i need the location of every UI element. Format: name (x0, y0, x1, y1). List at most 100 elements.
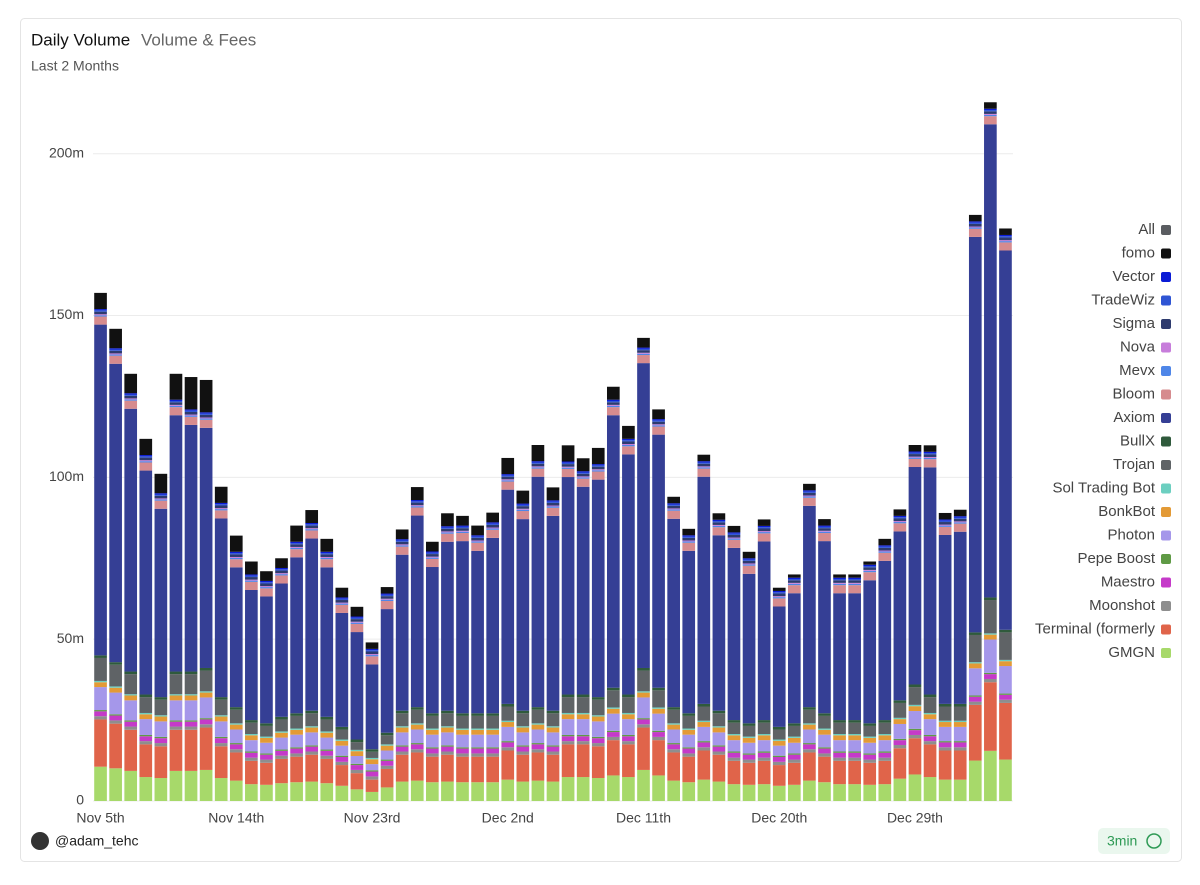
bar-segment (426, 729, 439, 735)
bar-segment (184, 695, 198, 701)
bar-segment (984, 682, 997, 751)
bar-segment (968, 236, 982, 633)
bar-segment (365, 779, 379, 792)
bar-segment (908, 738, 922, 775)
bar-segment (546, 732, 560, 746)
bar-segment (365, 642, 379, 649)
legend-swatch[interactable] (1161, 319, 1171, 329)
bar-segment (561, 477, 575, 695)
bar-segment (184, 721, 198, 727)
bar-segment (410, 707, 424, 710)
bar-segment (772, 592, 786, 594)
tab[interactable]: Volume & Fees (141, 30, 256, 49)
bar-segment (787, 753, 801, 755)
legend-swatch[interactable] (1161, 248, 1171, 259)
bar-segment (214, 508, 228, 510)
legend-label[interactable]: Mevx (1119, 362, 1155, 379)
legend-label[interactable]: BonkBot (1098, 503, 1156, 520)
bar-segment (818, 753, 831, 757)
legend-swatch[interactable] (1161, 624, 1171, 635)
legend-swatch[interactable] (1161, 577, 1171, 588)
legend-swatch[interactable] (1161, 389, 1171, 400)
bar-segment (606, 740, 620, 776)
bar-segment (229, 567, 243, 708)
legend-swatch[interactable] (1161, 225, 1171, 235)
legend-label[interactable]: TradeWiz (1091, 291, 1155, 308)
bar-segment (501, 706, 515, 721)
legend-swatch[interactable] (1161, 460, 1171, 470)
bar-segment (606, 404, 620, 406)
bar-segment (426, 713, 439, 716)
legend-swatch[interactable] (1161, 272, 1171, 282)
bar-segment (275, 567, 288, 570)
legend-swatch[interactable] (1161, 648, 1171, 658)
bar-segment (154, 498, 168, 500)
legend-label[interactable]: GMGN (1108, 644, 1155, 661)
legend-swatch[interactable] (1161, 554, 1171, 564)
bar-segment (908, 452, 922, 455)
legend-label[interactable]: Sigma (1112, 315, 1155, 332)
bar-segment (410, 743, 424, 745)
bar-segment (395, 751, 409, 755)
bar-segment (727, 740, 741, 752)
legend-swatch[interactable] (1161, 295, 1171, 306)
bar-segment (335, 740, 349, 746)
bar-segment (803, 491, 816, 493)
legend-label[interactable]: fomo (1122, 244, 1155, 261)
legend-swatch[interactable] (1161, 483, 1171, 494)
bar-segment (199, 718, 213, 720)
bar-segment (742, 737, 756, 743)
bar-segment (109, 692, 122, 715)
legend-label[interactable]: Pepe Boost (1077, 550, 1155, 567)
bar-segment (516, 746, 530, 752)
legend-label[interactable]: Sol Trading Bot (1052, 479, 1155, 496)
legend-swatch[interactable] (1161, 342, 1171, 353)
bar-segment (999, 237, 1012, 241)
bar-segment (486, 528, 500, 530)
legend-label[interactable]: Photon (1107, 526, 1155, 543)
bar-segment (772, 587, 786, 591)
bar-segment (290, 729, 303, 735)
legend-label[interactable]: Nova (1120, 338, 1156, 355)
legend-label[interactable]: Bloom (1112, 385, 1155, 402)
bar-segment (667, 518, 680, 708)
bar-segment (169, 400, 183, 403)
legend-label[interactable]: Vector (1112, 268, 1155, 285)
bar-segment (229, 554, 243, 557)
legend-label[interactable]: Trojan (1113, 456, 1155, 473)
bar-segment (878, 552, 892, 561)
bar-segment (275, 716, 288, 720)
bar-segment (350, 616, 364, 618)
legend-label[interactable]: All (1138, 221, 1155, 238)
legend-label[interactable]: Terminal (formerly (1035, 620, 1156, 637)
legend-label[interactable]: Maestro (1101, 573, 1155, 590)
legend-swatch[interactable] (1161, 530, 1171, 541)
bar-segment (591, 470, 605, 472)
bar-segment (546, 500, 560, 502)
bar-segment (968, 701, 982, 705)
bar-segment (652, 426, 665, 435)
bar-segment (365, 655, 379, 657)
legend-swatch[interactable] (1161, 366, 1171, 376)
bar-segment (546, 487, 560, 501)
bar-segment (471, 728, 484, 730)
legend-swatch[interactable] (1161, 413, 1171, 423)
legend-swatch[interactable] (1161, 507, 1171, 517)
bar-segment (365, 776, 379, 780)
legend-swatch[interactable] (1161, 601, 1171, 611)
legend-label[interactable]: BullX (1120, 432, 1155, 449)
legend-swatch[interactable] (1161, 436, 1171, 447)
bar-segment (757, 525, 771, 528)
author[interactable]: @adam_tehc (55, 833, 138, 849)
legend-label[interactable]: Moonshot (1089, 597, 1156, 614)
bar-segment (260, 759, 273, 763)
bar-segment (305, 524, 319, 526)
bar-segment (999, 236, 1012, 238)
bar-segment (124, 671, 138, 675)
legend-label[interactable]: Axiom (1113, 409, 1155, 426)
bar-segment (169, 407, 183, 416)
bar-segment (395, 727, 409, 733)
bar-segment (426, 558, 439, 568)
bar-segment (803, 743, 816, 745)
bar-segment (938, 703, 952, 707)
